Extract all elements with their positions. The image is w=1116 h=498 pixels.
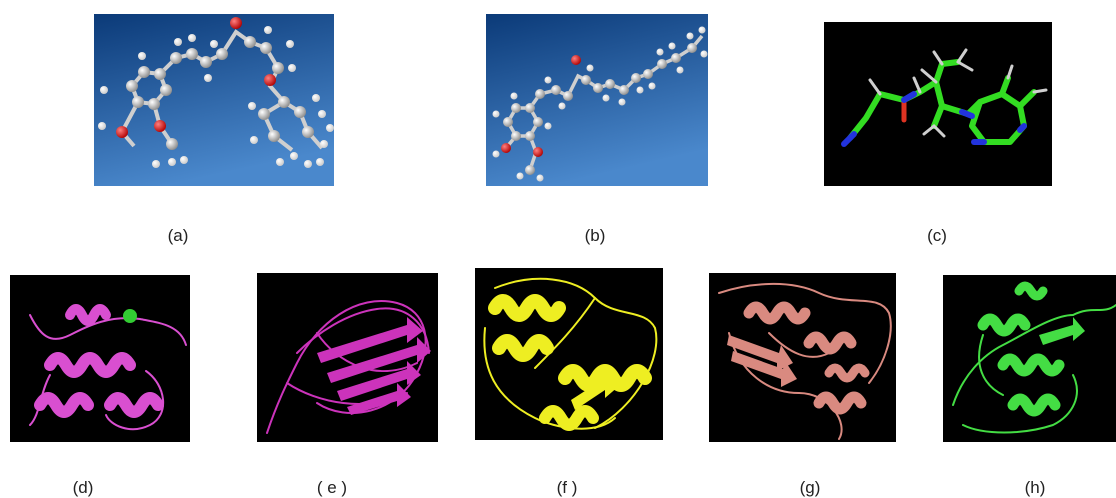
caption-d: (d) <box>72 478 94 497</box>
protein-g-graphic <box>709 273 896 442</box>
molecule-c-stick-model <box>824 22 1052 186</box>
metal-ion-sphere <box>123 309 137 323</box>
protein-d-ribbon <box>10 275 190 442</box>
molecule-b-graphic <box>486 14 708 186</box>
molecule-c-graphic <box>824 22 1052 186</box>
molecule-a-graphic <box>94 14 334 186</box>
protein-g-ribbon <box>709 273 896 442</box>
caption-f: (f ) <box>556 478 578 497</box>
protein-h-graphic <box>943 275 1116 442</box>
protein-e-graphic <box>257 273 438 442</box>
caption-g: (g) <box>799 478 821 497</box>
protein-e-ribbon <box>257 273 438 442</box>
caption-b: (b) <box>584 226 606 245</box>
caption-c: (c) <box>927 226 947 245</box>
molecule-a-ball-and-stick <box>94 14 334 186</box>
caption-a: (a) <box>167 226 189 245</box>
caption-e: ( e ) <box>316 478 348 497</box>
protein-f-ribbon <box>475 268 663 440</box>
protein-f-graphic <box>475 268 663 440</box>
protein-h-ribbon <box>943 275 1116 442</box>
protein-d-graphic <box>10 275 190 442</box>
caption-h: (h) <box>1024 478 1046 497</box>
molecule-b-ball-and-stick <box>486 14 708 186</box>
